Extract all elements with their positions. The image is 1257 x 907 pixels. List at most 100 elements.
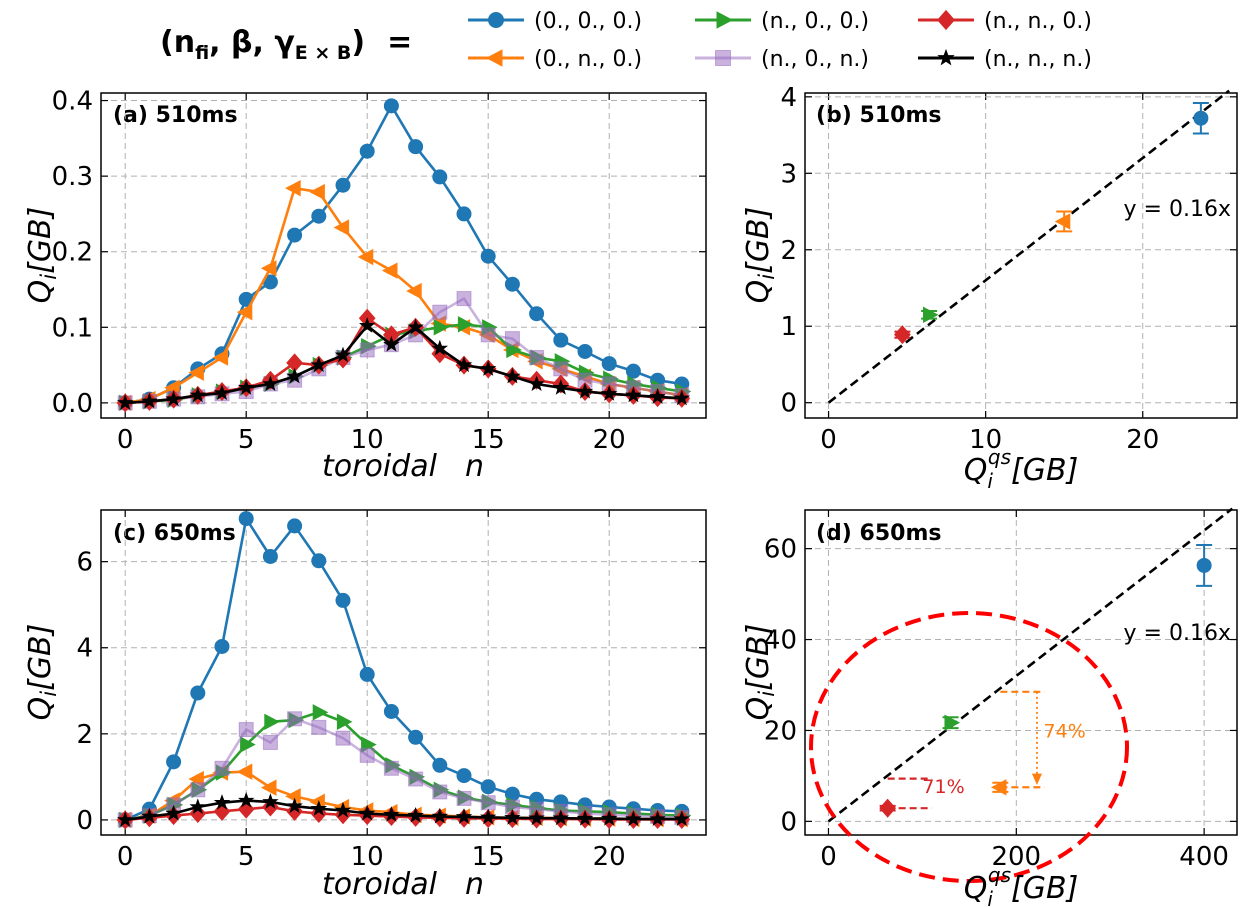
data-point (625, 386, 642, 403)
data-point (408, 729, 424, 745)
legend-title: (nfi, β, γE × B) = (160, 25, 412, 64)
data-point (479, 808, 497, 825)
panel-c-series-n-n-n (116, 791, 691, 827)
legend-entry-n-0-0: (n., 0., 0.) (695, 9, 869, 34)
data-point (116, 811, 134, 827)
panel-c-xtick-label: 20 (593, 842, 626, 872)
data-point (190, 685, 206, 701)
panel-b-xtick-label: 20 (1126, 425, 1159, 455)
data-point (673, 389, 691, 406)
data-point (359, 143, 375, 159)
data-point (310, 356, 328, 373)
data-point (1054, 213, 1071, 230)
data-point (529, 306, 545, 322)
legend-marker (488, 12, 504, 28)
legend-entry-n-0-n: (n., 0., n.) (695, 47, 869, 72)
panel-c-xtick-label: 10 (351, 842, 384, 872)
panel-a-xtick-label: 15 (472, 425, 505, 455)
data-point (237, 379, 255, 395)
panel-c-xtick-label: 5 (238, 842, 255, 872)
data-point (480, 779, 496, 795)
data-point (286, 797, 303, 814)
data-point (625, 810, 642, 827)
legend-entry-n-n-0: (n., n., 0.) (918, 9, 1092, 34)
panel-d-xlabel: Qiqs[GB] (964, 863, 1079, 907)
data-point (262, 375, 279, 391)
panel-b-point-n-n-0 (894, 325, 911, 345)
data-point (529, 350, 545, 366)
panel-d-fit-label: y = 0.16x (1124, 621, 1231, 646)
panel-a-xlabel: toroidal n (322, 449, 484, 484)
panel-c: (c) 650ms 0 5 10 15 20 0 2 4 6 Qi[GB] toroidal n (23, 509, 707, 902)
data-point (457, 316, 474, 333)
panel-d-ytick-label: 40 (764, 626, 797, 656)
panel-a-ytick-label: 0.1 (52, 313, 93, 343)
data-point (336, 713, 353, 730)
panel-c-title: (c) 650ms (113, 521, 236, 546)
legend-label: (n., n., n.) (984, 47, 1092, 72)
data-point (407, 318, 424, 335)
panel-b-xlabel: Qiqs[GB] (964, 445, 1079, 493)
data-point (528, 375, 545, 391)
panel-d-frame (804, 509, 1238, 836)
data-point (165, 804, 182, 821)
panel-b-xtick-label: 0 (820, 425, 837, 455)
data-point (506, 341, 522, 359)
data-point (381, 262, 398, 279)
data-point (383, 760, 399, 776)
data-point (923, 306, 939, 323)
data-point (480, 248, 496, 264)
data-point (285, 180, 301, 197)
data-point (455, 808, 473, 824)
data-point (577, 343, 593, 359)
data-point (262, 793, 279, 809)
data-point (333, 219, 350, 236)
panel-a-xtick-label: 5 (238, 425, 255, 455)
panel-b-fit-label: y = 0.16x (1124, 197, 1231, 222)
data-point (359, 342, 375, 358)
data-point (528, 809, 545, 826)
data-point (335, 730, 351, 746)
panel-b-fit-line (827, 89, 1230, 404)
data-point (287, 711, 303, 727)
data-point (649, 810, 666, 827)
data-point (189, 386, 207, 403)
data-point (480, 795, 496, 811)
data-point (334, 801, 352, 818)
data-point (456, 291, 472, 307)
data-point (433, 319, 450, 336)
panel-d-ylabel: Qi[GB] (741, 624, 779, 721)
panel-b: (b) 510ms 0 10 20 0 1 2 3 4 y = 0.16x Qi[GB] Qiq… (741, 83, 1238, 493)
data-point (359, 747, 375, 763)
data-point (600, 385, 618, 401)
legend-marker (937, 9, 955, 31)
data-point (141, 392, 158, 409)
panel-d-ytick-label: 0 (780, 807, 797, 837)
data-point (213, 801, 231, 821)
data-point (260, 260, 277, 277)
data-point (238, 722, 254, 738)
data-point (262, 548, 278, 564)
data-point (213, 794, 231, 810)
panel-a-series-n-n-n (116, 317, 691, 410)
panel-b-point-0-n-0 (1054, 210, 1073, 233)
data-point (894, 325, 911, 345)
data-point (188, 364, 204, 381)
legend-marker (485, 49, 503, 67)
panel-b-ytick-label: 4 (780, 83, 797, 113)
panel-c-ytick-label: 0 (76, 806, 93, 836)
data-point (456, 790, 472, 806)
data-point (264, 713, 280, 730)
data-point (456, 206, 472, 222)
legend-label: (n., 0., 0.) (761, 9, 869, 34)
data-point (673, 810, 691, 827)
data-point (576, 382, 594, 399)
data-point (649, 388, 666, 404)
data-point (625, 363, 641, 379)
panel-d-fit-line (827, 507, 1234, 823)
data-point (311, 208, 327, 224)
panel-d-point-0-0-0 (1196, 544, 1213, 587)
panel-b-ytick-label: 1 (780, 312, 797, 342)
data-point (165, 390, 182, 407)
